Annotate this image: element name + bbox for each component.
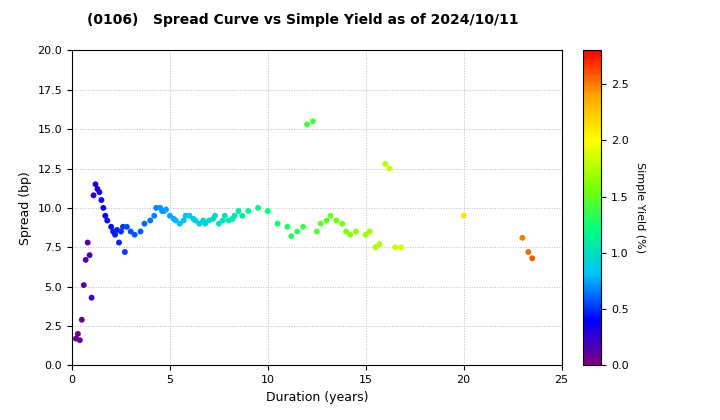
Point	[76, 316, 88, 323]
Point	[321, 217, 333, 224]
Point	[217, 217, 228, 224]
Point	[523, 249, 534, 255]
Point	[82, 239, 94, 246]
Point	[189, 217, 201, 224]
Text: (0106)   Spread Curve vs Simple Yield as of 2024/10/11: (0106) Spread Curve vs Simple Yield as o…	[86, 13, 518, 26]
Point	[112, 227, 123, 234]
Point	[98, 205, 109, 211]
Point	[117, 223, 129, 230]
Point	[180, 213, 192, 219]
Point	[233, 207, 244, 214]
Point	[311, 228, 323, 235]
Point	[161, 206, 172, 213]
Point	[84, 252, 95, 258]
Point	[139, 220, 150, 227]
Point	[135, 228, 146, 235]
Point	[129, 231, 140, 238]
Point	[70, 335, 81, 342]
Point	[145, 217, 156, 224]
Point	[210, 213, 221, 219]
Point	[203, 217, 215, 224]
Point	[96, 197, 107, 203]
Point	[526, 255, 538, 262]
Point	[325, 213, 336, 219]
Point	[164, 213, 176, 219]
Point	[119, 249, 130, 255]
Point	[307, 118, 319, 125]
Point	[168, 215, 179, 222]
Point	[364, 228, 375, 235]
Point	[184, 213, 195, 219]
Point	[197, 217, 209, 224]
Point	[115, 228, 127, 235]
Point	[315, 220, 326, 227]
Point	[178, 217, 189, 224]
Point	[301, 121, 312, 128]
Point	[330, 217, 342, 224]
Point	[292, 228, 303, 235]
Point	[158, 207, 170, 214]
Point	[107, 228, 119, 235]
Point	[243, 207, 254, 214]
Point	[252, 205, 264, 211]
Point	[125, 228, 137, 235]
Y-axis label: Spread (bp): Spread (bp)	[19, 171, 32, 245]
Point	[223, 217, 235, 224]
Point	[88, 192, 99, 199]
Point	[102, 217, 113, 224]
Point	[297, 223, 309, 230]
Point	[395, 244, 407, 251]
Point	[360, 231, 372, 238]
Point	[517, 234, 528, 241]
Point	[86, 294, 97, 301]
Point	[282, 223, 293, 230]
Point	[154, 205, 166, 211]
Point	[370, 244, 382, 251]
Point	[207, 215, 219, 222]
Point	[174, 220, 186, 227]
Point	[286, 233, 297, 239]
Point	[80, 257, 91, 263]
Point	[384, 165, 395, 172]
Point	[379, 160, 391, 167]
Point	[219, 213, 230, 219]
Point	[262, 207, 274, 214]
Point	[341, 228, 352, 235]
Point	[188, 215, 199, 222]
Point	[390, 244, 401, 251]
Point	[229, 213, 240, 219]
Point	[350, 228, 361, 235]
Point	[150, 205, 162, 211]
Point	[458, 213, 469, 219]
Point	[99, 213, 111, 219]
Point	[74, 337, 86, 344]
Point	[72, 331, 84, 337]
Point	[94, 189, 105, 196]
Point	[148, 213, 160, 219]
Point	[199, 220, 211, 227]
Point	[272, 220, 284, 227]
Point	[213, 220, 225, 227]
Point	[156, 207, 168, 214]
Point	[374, 241, 385, 247]
Point	[78, 282, 89, 289]
Point	[113, 239, 125, 246]
Point	[336, 220, 348, 227]
Y-axis label: Simple Yield (%): Simple Yield (%)	[635, 163, 645, 253]
Point	[91, 186, 103, 192]
Point	[344, 231, 356, 238]
Point	[105, 223, 117, 230]
Point	[194, 220, 205, 227]
Point	[121, 223, 132, 230]
Point	[227, 215, 238, 222]
Point	[90, 181, 102, 188]
Point	[109, 231, 121, 238]
X-axis label: Duration (years): Duration (years)	[266, 391, 368, 404]
Point	[237, 213, 248, 219]
Point	[170, 217, 181, 224]
